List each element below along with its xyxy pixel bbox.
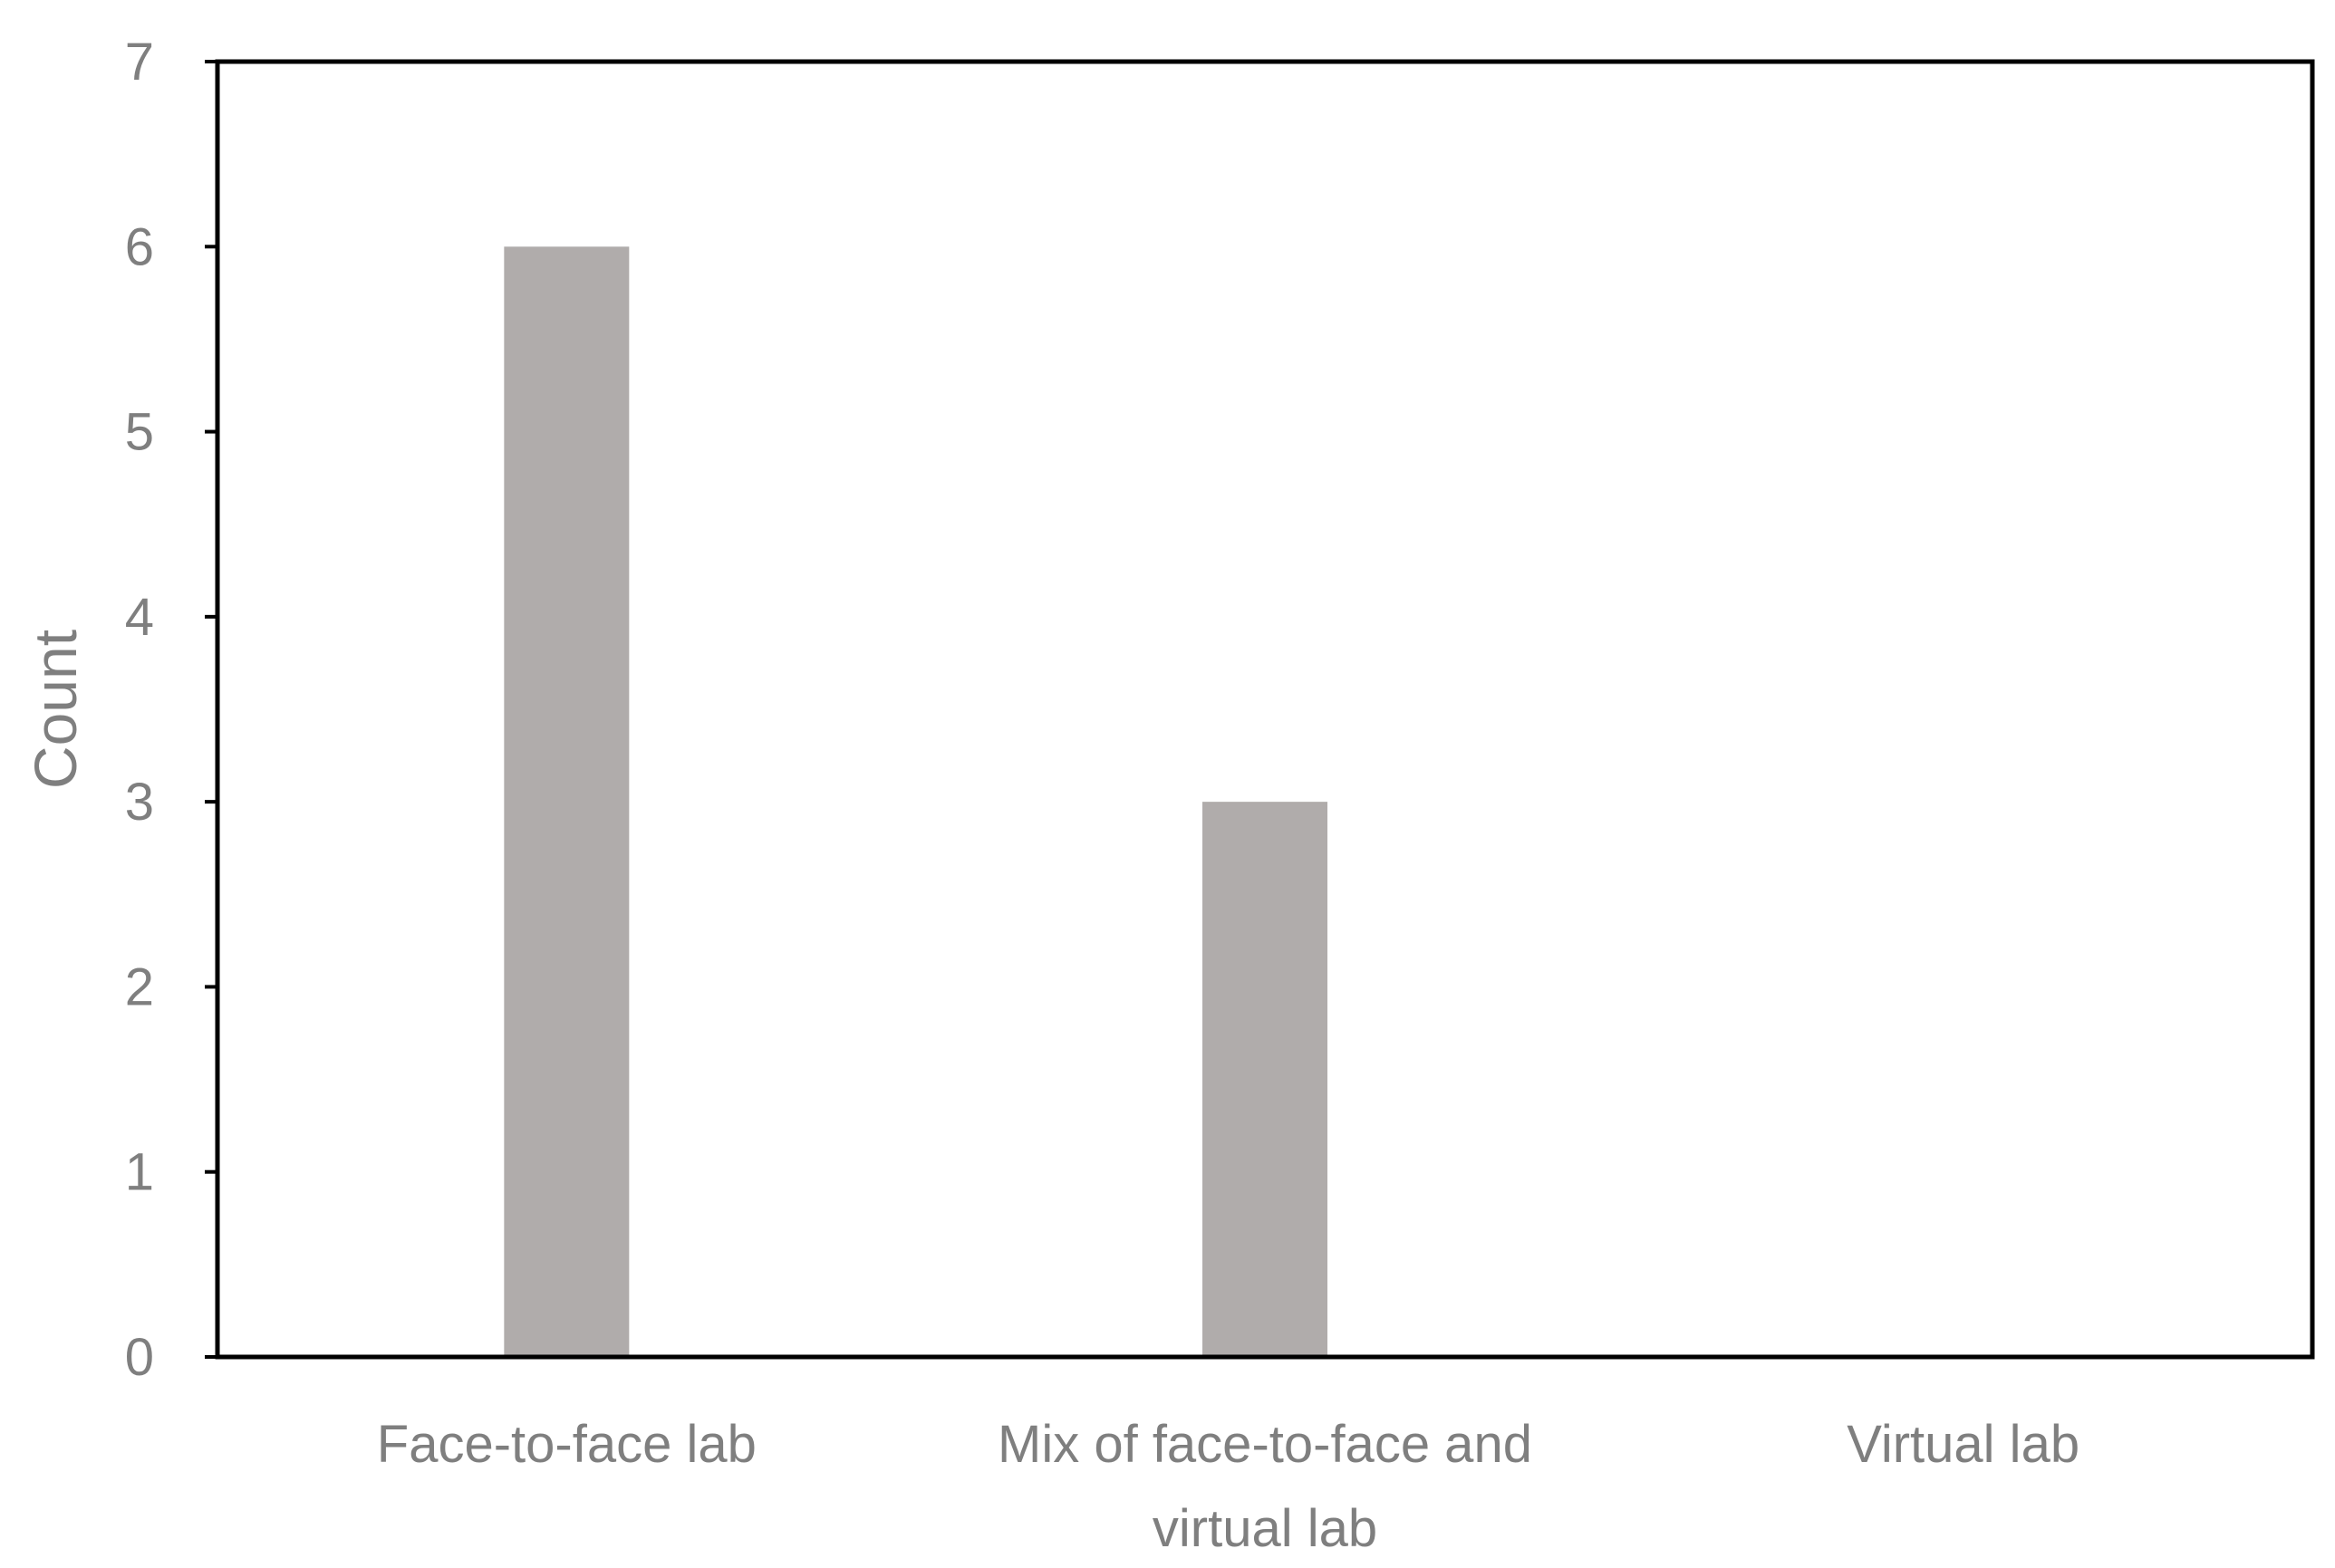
x-axis: Face-to-face lab Mix of face-to-face and v… [377, 1415, 2079, 1558]
x-category-label: Mix of face-to-face and virtual lab [998, 1415, 1532, 1558]
y-tick-label: 0 [125, 1328, 154, 1387]
x-category-label-line: Mix of face-to-face and [998, 1415, 1532, 1474]
y-tick-label: 2 [125, 957, 154, 1016]
x-category-label-line: Virtual lab [1847, 1415, 2079, 1474]
y-tick-label: 4 [125, 588, 154, 647]
y-axis: 0 1 2 3 4 5 6 7 [125, 33, 217, 1387]
y-tick-label: 5 [125, 403, 154, 462]
y-tick-label: 6 [125, 217, 154, 276]
y-axis-title: Count [22, 630, 89, 789]
y-tick-label: 7 [125, 33, 154, 91]
x-category-label-line: virtual lab [1153, 1499, 1377, 1558]
y-tick-label: 3 [125, 773, 154, 832]
x-category-label: Virtual lab [1847, 1415, 2079, 1474]
plot-frame [215, 59, 2315, 1360]
x-category-label-line: Face-to-face lab [377, 1415, 757, 1474]
bar [1202, 802, 1327, 1357]
x-category-label: Face-to-face lab [377, 1415, 757, 1474]
bars-group [504, 246, 1327, 1358]
bar [504, 246, 630, 1358]
y-tick-label: 1 [125, 1143, 154, 1202]
